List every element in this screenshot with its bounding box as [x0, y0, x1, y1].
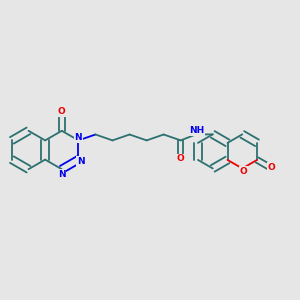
Text: O: O	[58, 107, 66, 116]
Text: O: O	[240, 167, 248, 176]
Text: NH: NH	[189, 126, 204, 135]
Text: O: O	[177, 154, 184, 164]
Text: N: N	[58, 170, 66, 179]
Text: O: O	[268, 163, 275, 172]
Text: N: N	[75, 133, 82, 142]
Text: N: N	[77, 157, 85, 166]
